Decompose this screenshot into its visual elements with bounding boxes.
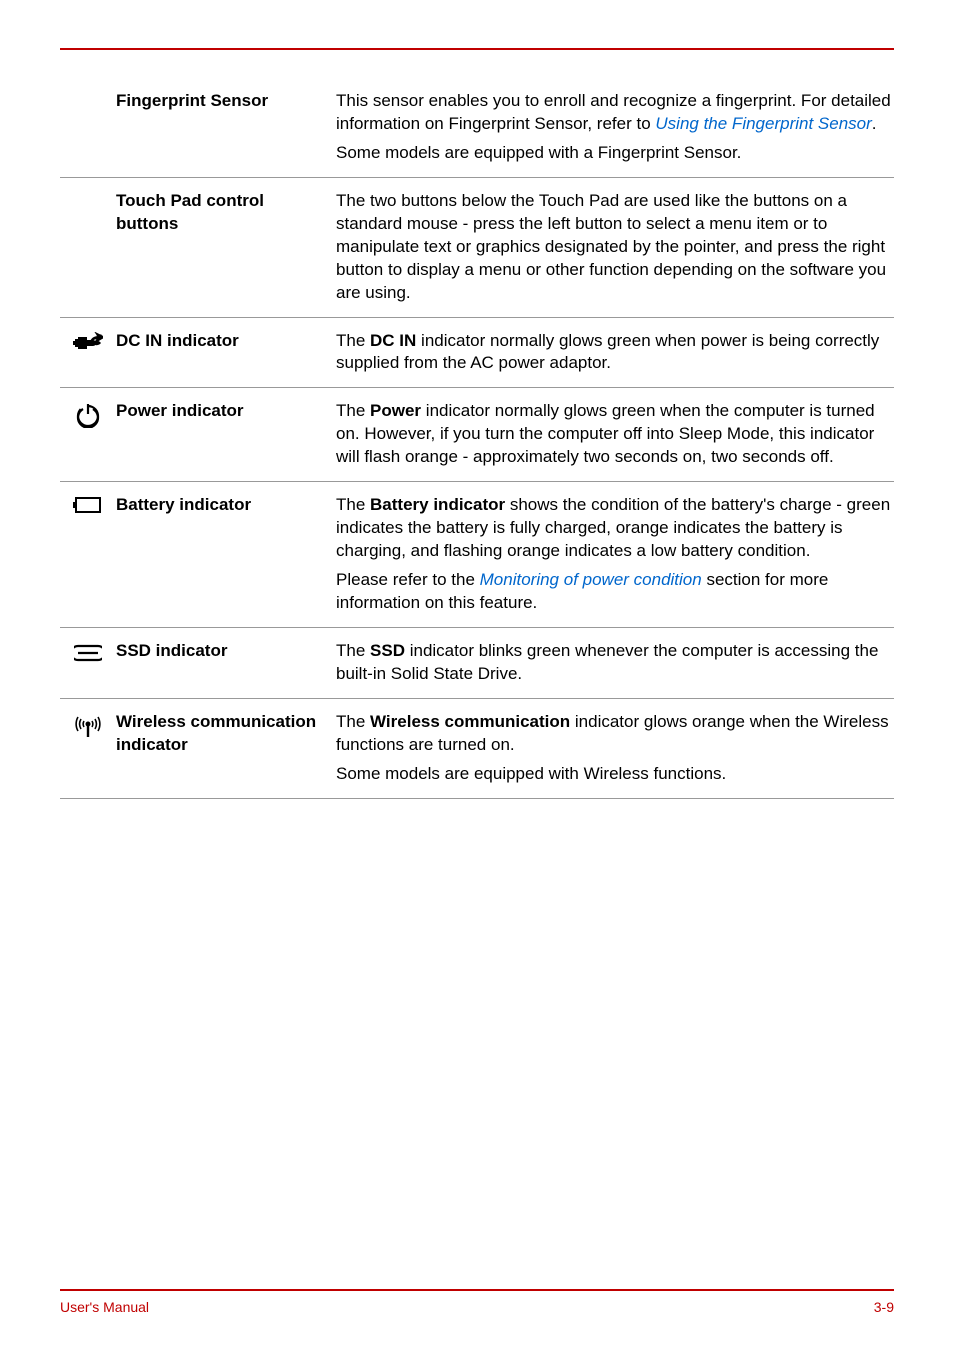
table-row: Touch Pad control buttons The two button… [60, 178, 894, 318]
icon-cell [60, 400, 116, 469]
link-text[interactable]: Monitoring of power condition [480, 570, 702, 589]
desc-text: indicator blinks green whenever the comp… [336, 641, 878, 683]
table-row: Wireless communication indicator The Wir… [60, 699, 894, 799]
desc-text: The [336, 641, 370, 660]
bold-text: DC IN [370, 331, 416, 350]
row-description: The Power indicator normally glows green… [336, 400, 894, 469]
top-rule [60, 48, 894, 50]
row-description: The Battery indicator shows the conditio… [336, 494, 894, 615]
desc-text: indicator normally glows green when powe… [336, 331, 879, 373]
row-label: Wireless communication indicator [116, 711, 336, 786]
bold-text: Power [370, 401, 421, 420]
row-description: The Wireless communication indicator glo… [336, 711, 894, 786]
table-row: SSD indicator The SSD indicator blinks g… [60, 628, 894, 699]
bold-text: Battery indicator [370, 495, 505, 514]
footer-right: 3-9 [874, 1299, 894, 1315]
bold-text: SSD [370, 641, 405, 660]
row-label: DC IN indicator [116, 330, 336, 376]
icon-cell [60, 190, 116, 305]
icon-cell [60, 640, 116, 686]
row-description: The two buttons below the Touch Pad are … [336, 190, 894, 305]
bold-text: Wireless communication [370, 712, 570, 731]
icon-cell [60, 711, 116, 786]
row-label: SSD indicator [116, 640, 336, 686]
power-icon [75, 402, 101, 428]
row-label: Power indicator [116, 400, 336, 469]
row-description: The SSD indicator blinks green whenever … [336, 640, 894, 686]
icon-cell [60, 90, 116, 165]
row-label: Fingerprint Sensor [116, 90, 336, 165]
desc-text: Please refer to the [336, 570, 480, 589]
row-description: The DC IN indicator normally glows green… [336, 330, 894, 376]
desc-text: The two buttons below the Touch Pad are … [336, 190, 894, 305]
desc-text: The [336, 401, 370, 420]
footer-left: User's Manual [60, 1299, 149, 1315]
row-description: This sensor enables you to enroll and re… [336, 90, 894, 165]
battery-icon [73, 496, 103, 514]
dc-in-icon [73, 332, 103, 354]
icon-cell [60, 330, 116, 376]
icon-cell [60, 494, 116, 615]
indicator-table: Fingerprint Sensor This sensor enables y… [60, 78, 894, 799]
table-row: Power indicator The Power indicator norm… [60, 388, 894, 482]
link-text[interactable]: Using the Fingerprint Sensor [655, 114, 871, 133]
desc-text: . [872, 114, 877, 133]
row-label: Battery indicator [116, 494, 336, 615]
table-row: Battery indicator The Battery indicator … [60, 482, 894, 628]
table-row: Fingerprint Sensor This sensor enables y… [60, 78, 894, 178]
wireless-icon [74, 713, 102, 739]
footer-rule [60, 1289, 894, 1291]
desc-text: Some models are equipped with a Fingerpr… [336, 142, 894, 165]
table-row: DC IN indicator The DC IN indicator norm… [60, 318, 894, 389]
ssd-icon [74, 642, 102, 664]
desc-text: The [336, 712, 370, 731]
row-label: Touch Pad control buttons [116, 190, 336, 305]
desc-text: The [336, 331, 370, 350]
desc-text: Some models are equipped with Wireless f… [336, 763, 894, 786]
desc-text: The [336, 495, 370, 514]
page-footer: User's Manual 3-9 [60, 1289, 894, 1315]
